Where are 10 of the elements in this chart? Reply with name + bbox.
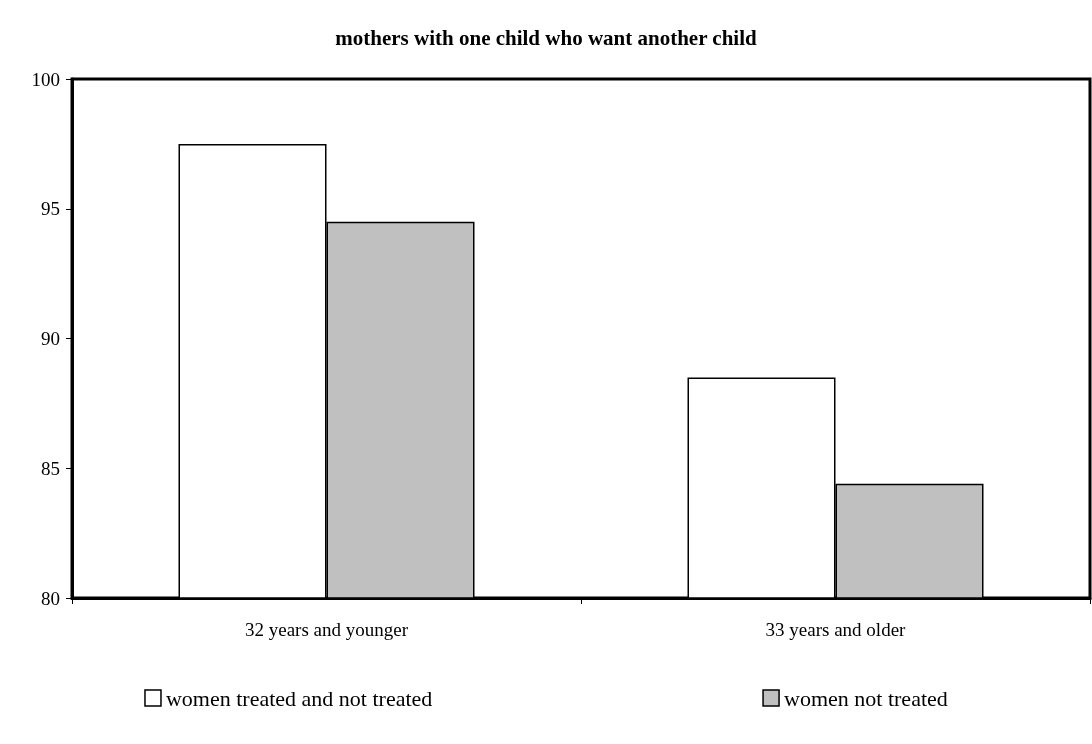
y-tick-label: 95 <box>41 198 60 220</box>
y-tick-label: 90 <box>41 328 60 349</box>
y-tick-label: 80 <box>41 587 60 609</box>
y-tick-label: 100 <box>31 68 60 90</box>
legend-label: women not treated <box>784 685 948 711</box>
x-tick-label: 32 years and younger <box>244 619 409 640</box>
chart-title: mothers with one child who want another child <box>335 25 758 50</box>
legend-label: women treated and not treated <box>165 685 433 711</box>
x-tick-label: 33 years and older <box>765 619 907 640</box>
y-tick-label: 85 <box>41 457 60 479</box>
